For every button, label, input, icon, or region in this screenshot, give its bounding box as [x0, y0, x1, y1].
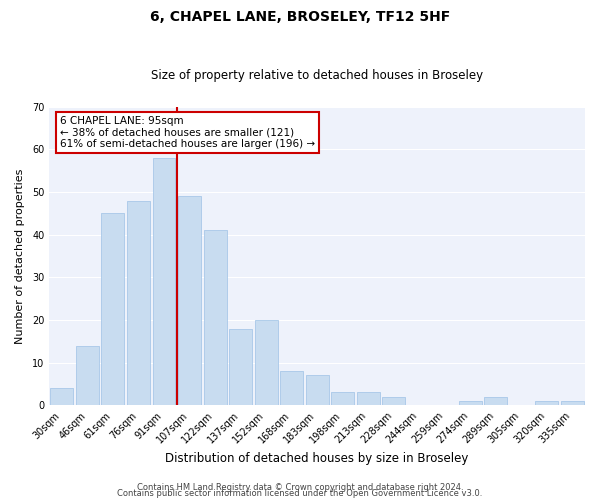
Bar [76, 346, 99, 406]
Text: Contains HM Land Registry data © Crown copyright and database right 2024.: Contains HM Land Registry data © Crown c… [137, 484, 463, 492]
Y-axis label: Number of detached properties: Number of detached properties [15, 168, 25, 344]
Bar [127, 200, 150, 406]
Text: Contains public sector information licensed under the Open Government Licence v3: Contains public sector information licen… [118, 490, 482, 498]
Bar [356, 392, 380, 406]
Bar [280, 371, 303, 406]
X-axis label: Distribution of detached houses by size in Broseley: Distribution of detached houses by size … [166, 452, 469, 465]
Bar [535, 401, 558, 406]
Bar [305, 376, 329, 406]
Bar [382, 397, 405, 406]
Bar [561, 401, 584, 406]
Bar [331, 392, 354, 406]
Bar [178, 196, 201, 406]
Title: Size of property relative to detached houses in Broseley: Size of property relative to detached ho… [151, 69, 483, 82]
Text: 6 CHAPEL LANE: 95sqm
← 38% of detached houses are smaller (121)
61% of semi-deta: 6 CHAPEL LANE: 95sqm ← 38% of detached h… [60, 116, 315, 149]
Bar [254, 320, 278, 406]
Bar [229, 328, 252, 406]
Text: 6, CHAPEL LANE, BROSELEY, TF12 5HF: 6, CHAPEL LANE, BROSELEY, TF12 5HF [150, 10, 450, 24]
Bar [458, 401, 482, 406]
Bar [101, 214, 124, 406]
Bar [50, 388, 73, 406]
Bar [484, 397, 507, 406]
Bar [152, 158, 175, 406]
Bar [203, 230, 227, 406]
